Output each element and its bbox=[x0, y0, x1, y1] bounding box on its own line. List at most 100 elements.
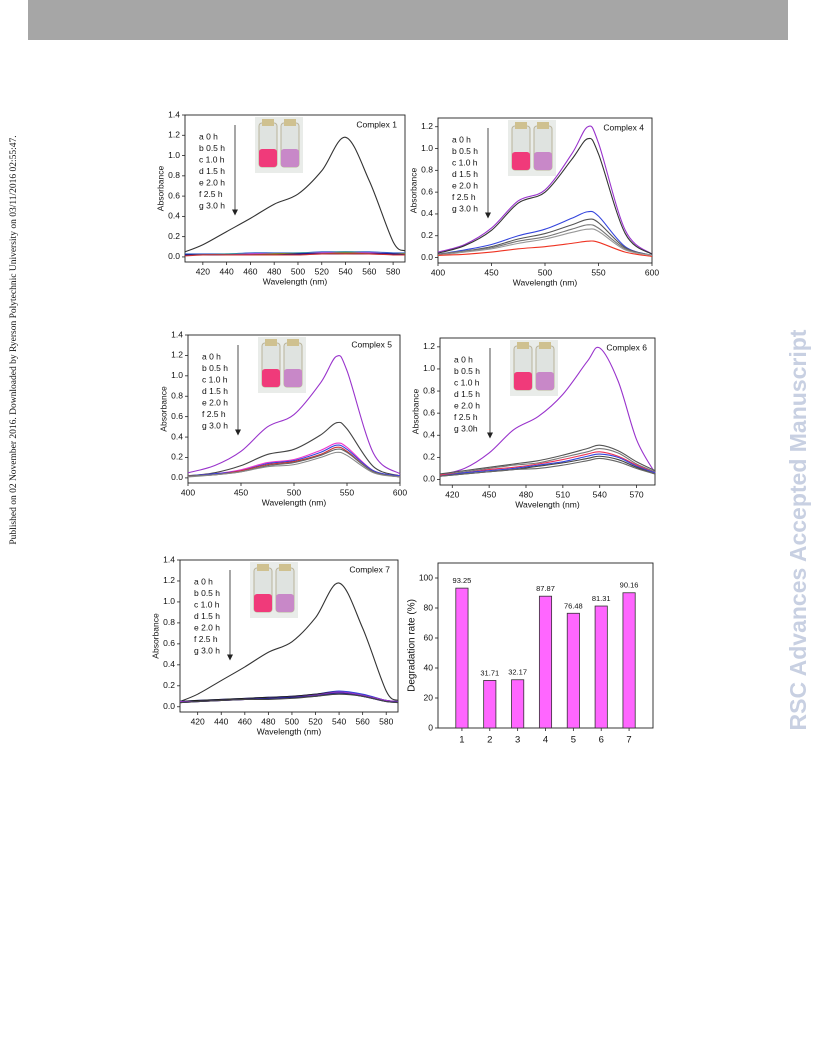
y-tick-label: 1.4 bbox=[168, 109, 180, 119]
legend-label: b 0.5 h bbox=[452, 146, 478, 156]
x-tick-label: 4 bbox=[543, 735, 548, 746]
y-tick-label: 0 bbox=[428, 722, 433, 732]
side-text: Published on 02 November 2016. Downloade… bbox=[9, 135, 19, 544]
y-tick-label: 0.6 bbox=[421, 186, 433, 196]
legend-arrowhead bbox=[487, 432, 493, 439]
y-tick-label: 1.0 bbox=[171, 370, 183, 380]
y-tick-label: 20 bbox=[424, 692, 434, 702]
x-tick-label: 580 bbox=[379, 716, 393, 726]
x-axis-label: Wavelength (nm) bbox=[515, 499, 580, 509]
legend-arrowhead bbox=[485, 212, 491, 219]
x-tick-label: 400 bbox=[181, 487, 195, 497]
vial-cap bbox=[262, 119, 274, 126]
bar bbox=[622, 592, 636, 729]
y-tick-label: 0.6 bbox=[163, 638, 175, 648]
vial-cap bbox=[265, 339, 277, 346]
bar bbox=[566, 612, 580, 729]
x-tick-label: 420 bbox=[196, 266, 210, 276]
x-axis-label: Wavelength (nm) bbox=[513, 277, 578, 287]
x-tick-label: 420 bbox=[191, 716, 205, 726]
x-tick-label: 6 bbox=[599, 735, 604, 746]
x-tick-label: 600 bbox=[393, 487, 407, 497]
legend-label: c 1.0 h bbox=[199, 154, 225, 164]
legend-arrowhead bbox=[235, 429, 241, 436]
legend-label: d 1.5 h bbox=[454, 389, 480, 399]
watermark: RSC Advances Accepted Manuscript bbox=[785, 329, 811, 730]
x-tick-label: 5 bbox=[571, 735, 576, 746]
legend-label: g 3.0 h bbox=[452, 203, 478, 213]
vial-liquid bbox=[254, 594, 272, 612]
y-tick-label: 0.6 bbox=[168, 190, 180, 200]
y-tick-label: 0.4 bbox=[423, 430, 435, 440]
series-line bbox=[437, 210, 653, 256]
value-label: 76.48 bbox=[564, 601, 583, 610]
vial-liquid bbox=[262, 369, 280, 387]
legend-label: e 2.0 h bbox=[452, 180, 478, 190]
x-tick-label: 460 bbox=[243, 266, 257, 276]
legend-label: f 2.5 h bbox=[194, 634, 218, 644]
y-tick-label: 0.2 bbox=[423, 452, 435, 462]
x-tick-label: 450 bbox=[482, 489, 496, 499]
y-tick-label: 1.2 bbox=[168, 130, 180, 140]
y-tick-label: 0.8 bbox=[168, 170, 180, 180]
legend-label: g 3.0 h bbox=[194, 645, 220, 655]
y-tick-label: 0.8 bbox=[163, 617, 175, 627]
series-line bbox=[439, 447, 656, 476]
y-tick-label: 0.4 bbox=[168, 211, 180, 221]
series-line bbox=[187, 451, 401, 478]
legend-label: d 1.5 h bbox=[452, 169, 478, 179]
x-tick-label: 500 bbox=[538, 267, 552, 277]
chart-title: Complex 7 bbox=[349, 564, 390, 574]
bar bbox=[483, 680, 497, 729]
y-tick-label: 0.8 bbox=[421, 165, 433, 175]
legend-arrowhead bbox=[232, 209, 238, 216]
x-tick-label: 520 bbox=[315, 266, 329, 276]
legend-label: e 2.0 h bbox=[194, 622, 220, 632]
legend-label: c 1.0 h bbox=[454, 377, 480, 387]
value-label: 90.16 bbox=[620, 581, 639, 590]
y-tick-label: 100 bbox=[419, 572, 433, 582]
header-bar bbox=[28, 0, 788, 40]
x-tick-label: 3 bbox=[515, 735, 520, 746]
y-tick-label: 0.0 bbox=[171, 472, 183, 482]
legend-label: d 1.5 h bbox=[194, 611, 220, 621]
legend-label: e 2.0 h bbox=[454, 400, 480, 410]
bar bbox=[511, 679, 525, 729]
x-tick-label: 500 bbox=[285, 716, 299, 726]
plot-frame bbox=[179, 559, 399, 713]
value-label: 32.17 bbox=[508, 668, 527, 677]
x-tick-label: 500 bbox=[287, 487, 301, 497]
x-tick-label: 480 bbox=[519, 489, 533, 499]
chart-title: Complex 6 bbox=[606, 342, 647, 352]
legend-label: f 2.5 h bbox=[202, 409, 226, 419]
x-tick-label: 560 bbox=[356, 716, 370, 726]
series-line bbox=[184, 136, 406, 253]
plot-frame bbox=[439, 337, 656, 486]
x-axis-label: Wavelength (nm) bbox=[257, 726, 322, 736]
legend-label: a 0 h bbox=[194, 576, 213, 586]
legend-label: b 0.5 h bbox=[454, 366, 480, 376]
y-tick-label: 1.0 bbox=[168, 150, 180, 160]
legend-label: c 1.0 h bbox=[194, 599, 220, 609]
bar bbox=[594, 605, 608, 729]
x-tick-label: 480 bbox=[261, 716, 275, 726]
vial-liquid bbox=[536, 372, 554, 390]
y-tick-label: 60 bbox=[424, 632, 434, 642]
value-label: 31.71 bbox=[480, 668, 499, 677]
y-axis-label: Absorbance bbox=[410, 389, 420, 435]
y-tick-label: 0.0 bbox=[421, 252, 433, 262]
value-label: 93.25 bbox=[453, 576, 472, 585]
y-tick-label: 0.0 bbox=[168, 251, 180, 261]
x-tick-label: 7 bbox=[626, 735, 631, 746]
series-line bbox=[437, 125, 653, 255]
y-tick-label: 0.4 bbox=[163, 659, 175, 669]
series-line bbox=[179, 693, 399, 704]
y-tick-label: 0.4 bbox=[421, 208, 433, 218]
series-line bbox=[437, 137, 653, 255]
y-tick-label: 40 bbox=[424, 662, 434, 672]
y-tick-label: 1.0 bbox=[163, 596, 175, 606]
value-label: 87.87 bbox=[536, 584, 555, 593]
vial-cap bbox=[539, 342, 551, 349]
legend-label: e 2.0 h bbox=[202, 397, 228, 407]
